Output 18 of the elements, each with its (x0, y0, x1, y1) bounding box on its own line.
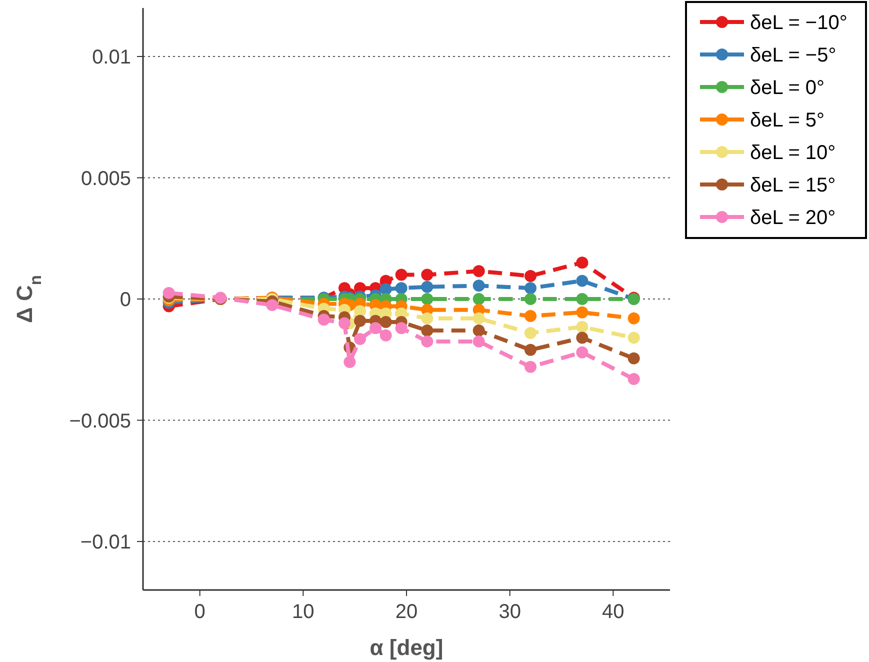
legend-label: δeL = 20° (750, 207, 836, 229)
legend-label: δeL = −5° (750, 44, 836, 66)
legend-label: δeL = 10° (750, 142, 836, 164)
x-tick-label: 20 (395, 601, 418, 623)
y-tick-label: 0 (120, 289, 131, 311)
legend-label: δeL = −10° (750, 12, 848, 34)
x-axis-title: α [deg] (370, 635, 444, 660)
y-tick-label: −0.01 (80, 532, 131, 554)
legend-label: δeL = 0° (750, 77, 825, 99)
y-tick-label: 0.01 (92, 46, 131, 68)
y-tick-label: −0.005 (69, 410, 131, 432)
x-tick-label: 0 (194, 601, 206, 623)
y-tick-label: 0.005 (80, 168, 131, 190)
legend-label: δeL = 5° (750, 110, 825, 132)
x-tick-label: 30 (498, 601, 521, 623)
x-tick-label: 40 (602, 601, 624, 623)
x-tick-label: 10 (292, 601, 314, 623)
legend-label: δeL = 15° (750, 174, 836, 196)
